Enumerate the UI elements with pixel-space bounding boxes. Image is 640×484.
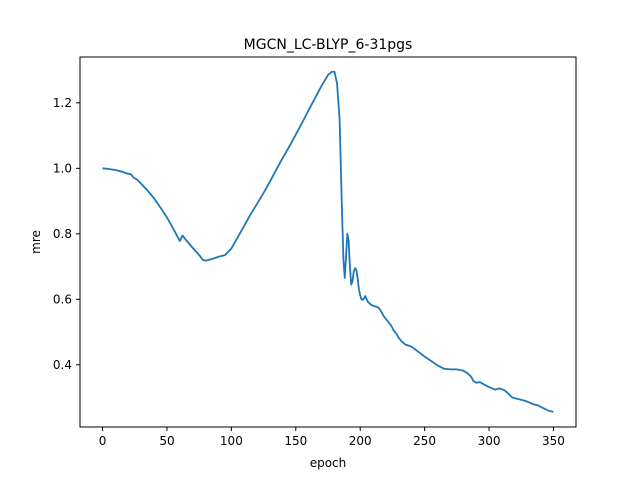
y-tick-label: 1.0 (53, 161, 72, 175)
x-tick-label: 200 (349, 434, 372, 448)
series-line-0 (102, 70, 554, 413)
x-tick-label: 350 (542, 434, 565, 448)
y-axis-ticks: 0.4 0.6 0.8 1.0 1.2 (53, 96, 80, 372)
y-tick-label: 0.8 (53, 227, 72, 241)
y-axis-label: mre (29, 230, 43, 254)
x-tick-label: 50 (159, 434, 174, 448)
x-axis-label: epoch (310, 456, 347, 470)
x-tick-label: 150 (284, 434, 307, 448)
plot-background (80, 57, 576, 427)
x-axis-ticks: 0 50 100 150 200 250 300 350 (99, 427, 565, 448)
x-tick-label: 300 (478, 434, 501, 448)
y-tick-label: 0.6 (53, 292, 72, 306)
x-tick-label: 100 (220, 434, 243, 448)
x-tick-label: 0 (99, 434, 107, 448)
chart-title: MGCN_LC-BLYP_6-31pgs (244, 37, 413, 53)
y-tick-label: 0.4 (53, 358, 72, 372)
plot-frame (79, 56, 577, 428)
y-tick-label: 1.2 (53, 96, 72, 110)
x-tick-label: 250 (413, 434, 436, 448)
series-layer (102, 70, 554, 413)
